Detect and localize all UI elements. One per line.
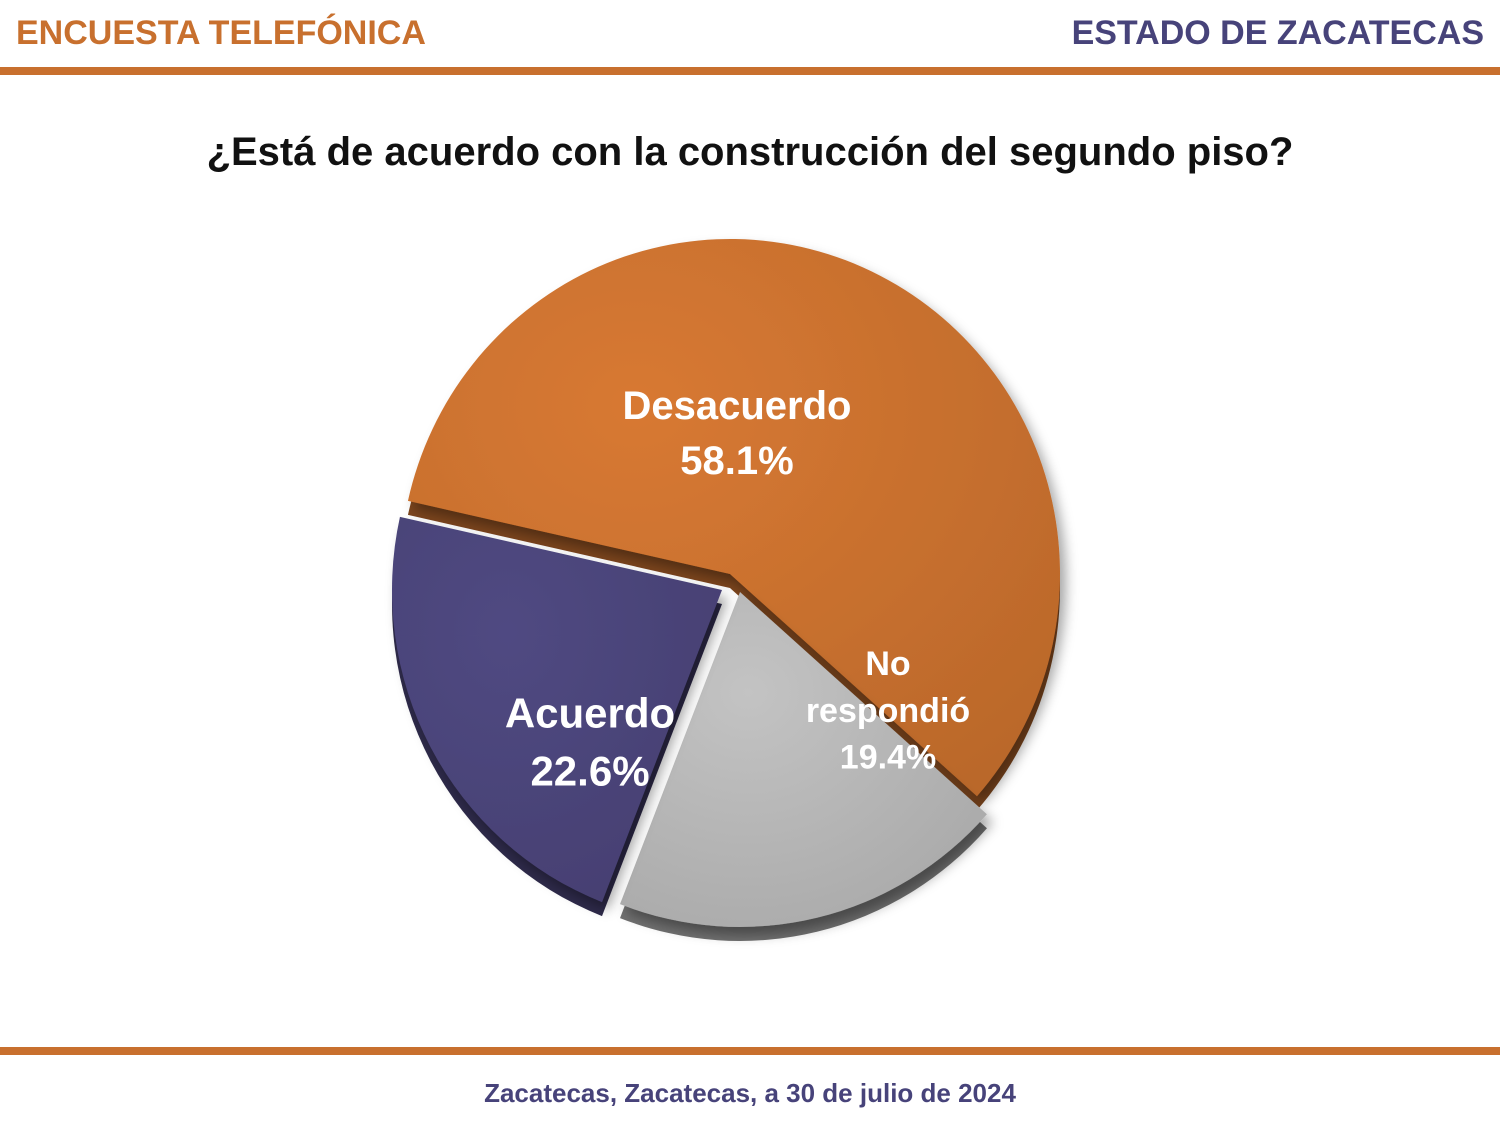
bottom-divider	[0, 1047, 1500, 1055]
pie-slice-no-respondio	[620, 592, 987, 927]
state-title: ESTADO DE ZACATECAS	[1071, 14, 1484, 52]
pie-slice-acuerdo	[391, 516, 722, 903]
slice-value-2: 22.6%	[530, 748, 649, 795]
survey-type-title: ENCUESTA TELEFÓNICA	[16, 14, 426, 52]
slice-value-0: 58.1%	[680, 439, 793, 483]
slice-name-1: respondió	[806, 692, 970, 730]
slice-value-1: 19.4%	[840, 739, 936, 777]
pie-slice-desacuerdo	[407, 239, 1060, 797]
top-divider	[0, 67, 1500, 75]
slice-name-1: No	[865, 645, 910, 683]
slice-name-0: Desacuerdo	[623, 384, 852, 428]
question-title: ¿Está de acuerdo con la construcción del…	[206, 130, 1294, 174]
footer-location-date: Zacatecas, Zacatecas, a 30 de julio de 2…	[484, 1078, 1016, 1108]
slice-name-2: Acuerdo	[505, 690, 675, 737]
